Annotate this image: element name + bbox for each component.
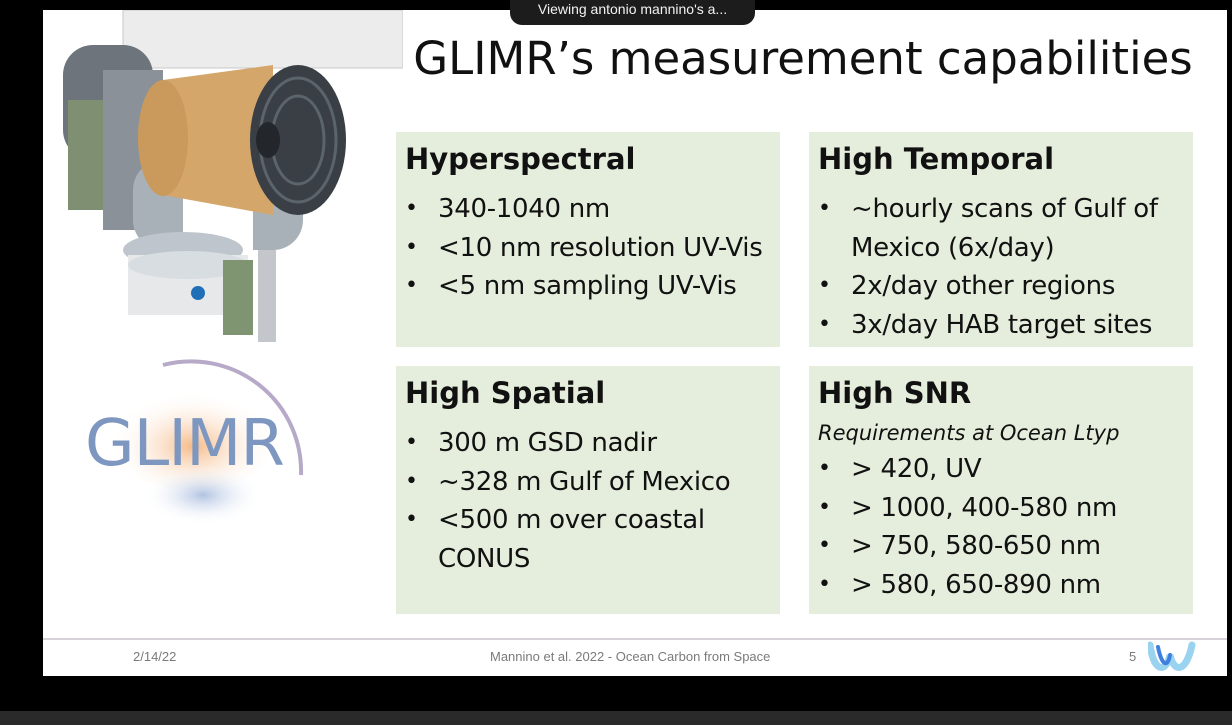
footer-divider bbox=[43, 638, 1227, 640]
page-number: 5 bbox=[1129, 649, 1137, 664]
box-subheading: Requirements at Ocean Ltyp bbox=[818, 421, 1120, 445]
list-item: > 580, 650-890 nm bbox=[818, 566, 1183, 605]
list-item: ~328 m Gulf of Mexico bbox=[405, 463, 770, 502]
presentation-slide: GLIMR GLIMR’s measurement capabilities H… bbox=[43, 10, 1227, 676]
screen-share-banner[interactable]: Viewing antonio mannino's a... bbox=[510, 0, 755, 25]
list-item: 300 m GSD nadir bbox=[405, 424, 770, 463]
logo-wordmark: GLIMR bbox=[85, 407, 285, 481]
webex-logo-icon bbox=[1148, 641, 1196, 671]
box-heading: High Temporal bbox=[818, 142, 1055, 176]
list-item: > 750, 580-650 nm bbox=[818, 527, 1183, 566]
high-spatial-box: High Spatial 300 m GSD nadir ~328 m Gulf… bbox=[396, 366, 780, 614]
box-heading: High SNR bbox=[818, 376, 972, 410]
box-heading: High Spatial bbox=[405, 376, 606, 410]
footer-citation: Mannino et al. 2022 - Ocean Carbon from … bbox=[490, 649, 771, 664]
list-item: <500 m over coastal CONUS bbox=[405, 501, 770, 578]
instrument-illustration bbox=[63, 10, 403, 342]
high-snr-box: High SNR Requirements at Ocean Ltyp > 42… bbox=[809, 366, 1193, 614]
list-item: <10 nm resolution UV-Vis bbox=[405, 229, 770, 268]
list-item: 2x/day other regions bbox=[818, 267, 1183, 306]
list-item: > 420, UV bbox=[818, 450, 1183, 489]
bottom-bar bbox=[0, 711, 1232, 725]
box-heading: Hyperspectral bbox=[405, 142, 636, 176]
list-item: 340-1040 nm bbox=[405, 190, 770, 229]
list-item: <5 nm sampling UV-Vis bbox=[405, 267, 770, 306]
high-temporal-box: High Temporal ~hourly scans of Gulf of M… bbox=[809, 132, 1193, 347]
list-item: ~hourly scans of Gulf of Mexico (6x/day) bbox=[818, 190, 1183, 267]
list-item: > 1000, 400-580 nm bbox=[818, 489, 1183, 528]
glimr-logo: GLIMR bbox=[73, 355, 333, 530]
hyperspectral-box: Hyperspectral 340-1040 nm <10 nm resolut… bbox=[396, 132, 780, 347]
list-item: 3x/day HAB target sites bbox=[818, 306, 1183, 345]
footer-date: 2/14/22 bbox=[133, 649, 177, 664]
slide-title: GLIMR’s measurement capabilities bbox=[413, 32, 1193, 85]
